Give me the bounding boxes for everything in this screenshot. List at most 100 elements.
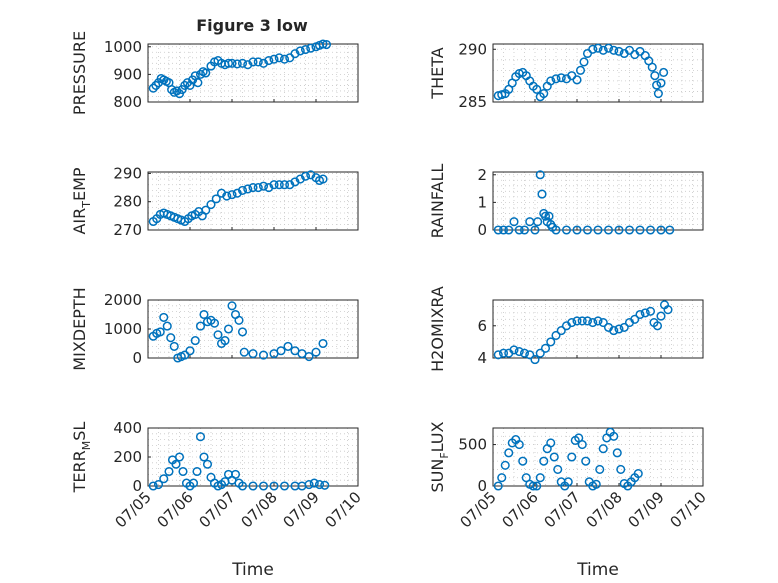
- data-point: [553, 464, 563, 474]
- y-axis-label-tail: LUX: [428, 421, 447, 452]
- data-point: [540, 343, 551, 353]
- grid-horizontal: [493, 435, 703, 479]
- data-point: [556, 73, 566, 83]
- data-series: [493, 427, 643, 491]
- data-point: [500, 460, 510, 470]
- data-point: [159, 474, 169, 484]
- subplot-terr: 020040007/0507/0607/0707/0807/0907/10TER…: [70, 419, 365, 580]
- data-point: [539, 456, 549, 466]
- data-point: [148, 481, 158, 491]
- data-point: [532, 481, 542, 491]
- data-point: [616, 464, 626, 474]
- x-axis-label: Time: [576, 560, 619, 580]
- data-point: [258, 58, 269, 68]
- y-axis-label-main: MIXDEPTH: [70, 287, 89, 370]
- data-point: [535, 473, 545, 483]
- y-tick-label: 6: [477, 317, 487, 335]
- grid-vertical: [158, 172, 348, 230]
- data-point: [624, 225, 635, 235]
- y-axis-label-tail: EMP: [70, 167, 89, 201]
- data-point: [276, 346, 286, 356]
- data-point: [318, 39, 328, 49]
- data-point: [274, 53, 284, 63]
- data-point: [588, 44, 598, 54]
- y-tick-label: 400: [113, 419, 142, 437]
- data-point: [572, 75, 582, 85]
- y-axis-label: SUNFLUX: [428, 421, 451, 492]
- data-point: [314, 480, 325, 490]
- data-point: [182, 78, 192, 88]
- data-point: [234, 315, 244, 325]
- data-point: [269, 481, 279, 491]
- data-point: [497, 473, 507, 483]
- x-tick-label: 07/06: [154, 488, 197, 531]
- data-point: [188, 478, 199, 488]
- data-point: [619, 322, 629, 332]
- x-tick-label: 07/08: [238, 488, 281, 531]
- data-point: [535, 348, 545, 358]
- y-axis-label-main: THETA: [428, 47, 447, 99]
- data-point: [213, 330, 223, 340]
- y-axis-label: PRESSURE: [70, 31, 89, 115]
- data-point: [237, 58, 248, 68]
- data-point: [546, 76, 556, 86]
- data-point: [656, 78, 666, 88]
- data-point: [248, 57, 258, 67]
- y-tick-label: 280: [113, 193, 142, 211]
- data-point: [652, 80, 662, 90]
- data-point: [174, 452, 185, 462]
- y-tick-label: 1: [477, 193, 487, 211]
- data-point: [237, 481, 248, 491]
- data-point: [581, 456, 591, 466]
- data-point: [232, 59, 242, 69]
- data-point: [202, 459, 213, 469]
- data-point: [206, 199, 216, 210]
- data-point: [650, 71, 660, 81]
- data-point: [151, 80, 161, 90]
- data-point: [614, 225, 624, 235]
- subplot-pressure: 800 900 1000 PRESSURE: [70, 31, 359, 115]
- data-point: [185, 80, 195, 90]
- grid-vertical: [503, 44, 693, 102]
- data-point: [318, 338, 328, 349]
- data-point: [493, 350, 503, 360]
- data-point: [166, 333, 176, 343]
- data-point: [227, 58, 237, 68]
- data-point: [598, 318, 608, 328]
- data-point: [640, 308, 650, 318]
- data-point: [519, 225, 530, 235]
- data-point: [635, 225, 645, 235]
- y-axis-label-main: AIR: [70, 208, 89, 235]
- data-point: [192, 466, 202, 477]
- data-point: [546, 337, 556, 347]
- grid-horizontal: [493, 174, 703, 225]
- data-point: [211, 194, 221, 204]
- data-point: [248, 349, 258, 359]
- subplot-mixdepth: 0 1000 2000 MIXDEPTH: [70, 287, 359, 371]
- data-point: [209, 318, 220, 328]
- data-point: [498, 225, 509, 235]
- grid-vertical: [503, 172, 693, 230]
- y-axis-label-main: PRESSURE: [70, 31, 89, 115]
- y-tick-label: 1000: [104, 320, 142, 338]
- data-point: [223, 58, 234, 68]
- data-point: [159, 312, 169, 322]
- data-series: [148, 301, 328, 363]
- y-axis-label-main: RAINFALL: [428, 164, 447, 239]
- y-tick-label: 0: [132, 477, 142, 495]
- x-tick-label: 07/09: [625, 488, 668, 531]
- data-point: [269, 54, 279, 64]
- data-point: [311, 347, 321, 357]
- data-point: [645, 225, 656, 235]
- data-point: [551, 74, 561, 84]
- y-tick-label: 1000: [104, 38, 142, 56]
- data-point: [551, 225, 561, 235]
- data-point: [304, 352, 314, 362]
- data-point: [519, 348, 530, 358]
- x-tick-label: 07/08: [583, 488, 626, 531]
- data-point: [283, 341, 293, 351]
- data-point: [309, 478, 319, 488]
- x-tick-label: 07/06: [499, 488, 542, 531]
- data-point: [193, 78, 203, 88]
